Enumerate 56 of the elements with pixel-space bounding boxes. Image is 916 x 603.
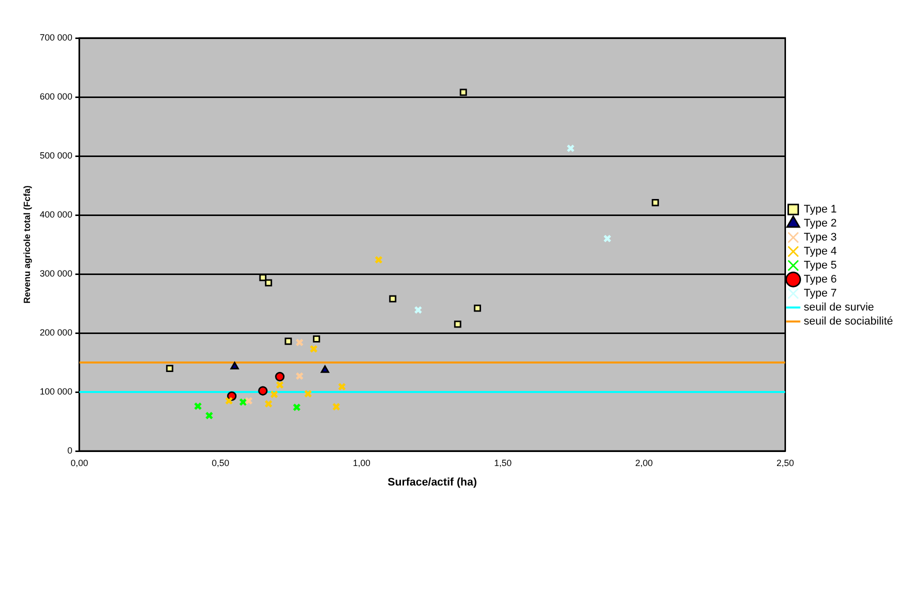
legend-label: Type 1: [804, 204, 837, 216]
legend-label: Type 5: [804, 260, 837, 272]
legend-label: Type 2: [804, 218, 837, 230]
point: [292, 403, 301, 412]
y-axis-title: Revenu agricole total (Fcfa): [22, 185, 32, 304]
point: [454, 320, 462, 328]
point: [332, 402, 340, 411]
point: [258, 386, 268, 396]
point: [230, 362, 239, 370]
legend-label: seuil de sociabilité: [804, 316, 894, 328]
point: [264, 400, 273, 408]
point: [224, 396, 234, 405]
x-tick-label: 2,50: [776, 458, 794, 468]
point: [603, 234, 612, 243]
legend-label: Type 7: [804, 288, 837, 300]
point: [460, 88, 467, 96]
point: [310, 344, 318, 354]
legend-label: seuil de survie: [804, 302, 874, 314]
x-tick-label: 1,00: [352, 458, 370, 468]
y-tick-label: 100 000: [40, 386, 72, 396]
point: [275, 372, 285, 382]
y-tick-label: 200 000: [40, 327, 72, 338]
x-tick-label: 0,50: [212, 458, 230, 468]
x-tick-label: 2,00: [635, 458, 653, 468]
legend-label: Type 3: [804, 232, 837, 244]
point: [295, 372, 304, 380]
point: [414, 306, 422, 314]
point: [304, 390, 312, 398]
point: [566, 144, 575, 152]
point: [295, 338, 304, 347]
legend-label: Type 4: [804, 246, 837, 258]
y-tick-label: 500 000: [40, 150, 72, 160]
point: [194, 402, 202, 410]
point: [474, 304, 482, 312]
point: [284, 338, 292, 345]
point: [166, 364, 174, 372]
point: [312, 335, 320, 342]
point: [264, 279, 272, 286]
point: [244, 396, 253, 405]
y-tick-label: 0: [67, 445, 72, 456]
point: [389, 295, 396, 302]
y-tick-label: 700 000: [40, 32, 72, 42]
y-tick-label: 300 000: [40, 268, 72, 278]
point: [338, 382, 346, 391]
legend-label: Type 6: [804, 274, 837, 286]
x-axis-title: Surface/actif (ha): [388, 476, 478, 488]
y-tick-label: 400 000: [40, 209, 72, 220]
y-tick-label: 600 000: [40, 91, 72, 102]
point: [205, 412, 214, 420]
x-tick-label: 1,50: [494, 458, 512, 468]
point: [652, 199, 659, 206]
point: [270, 390, 278, 398]
x-tick-label: 0,00: [70, 458, 88, 468]
point: [320, 365, 330, 373]
point: [374, 256, 383, 264]
point: [276, 380, 284, 389]
